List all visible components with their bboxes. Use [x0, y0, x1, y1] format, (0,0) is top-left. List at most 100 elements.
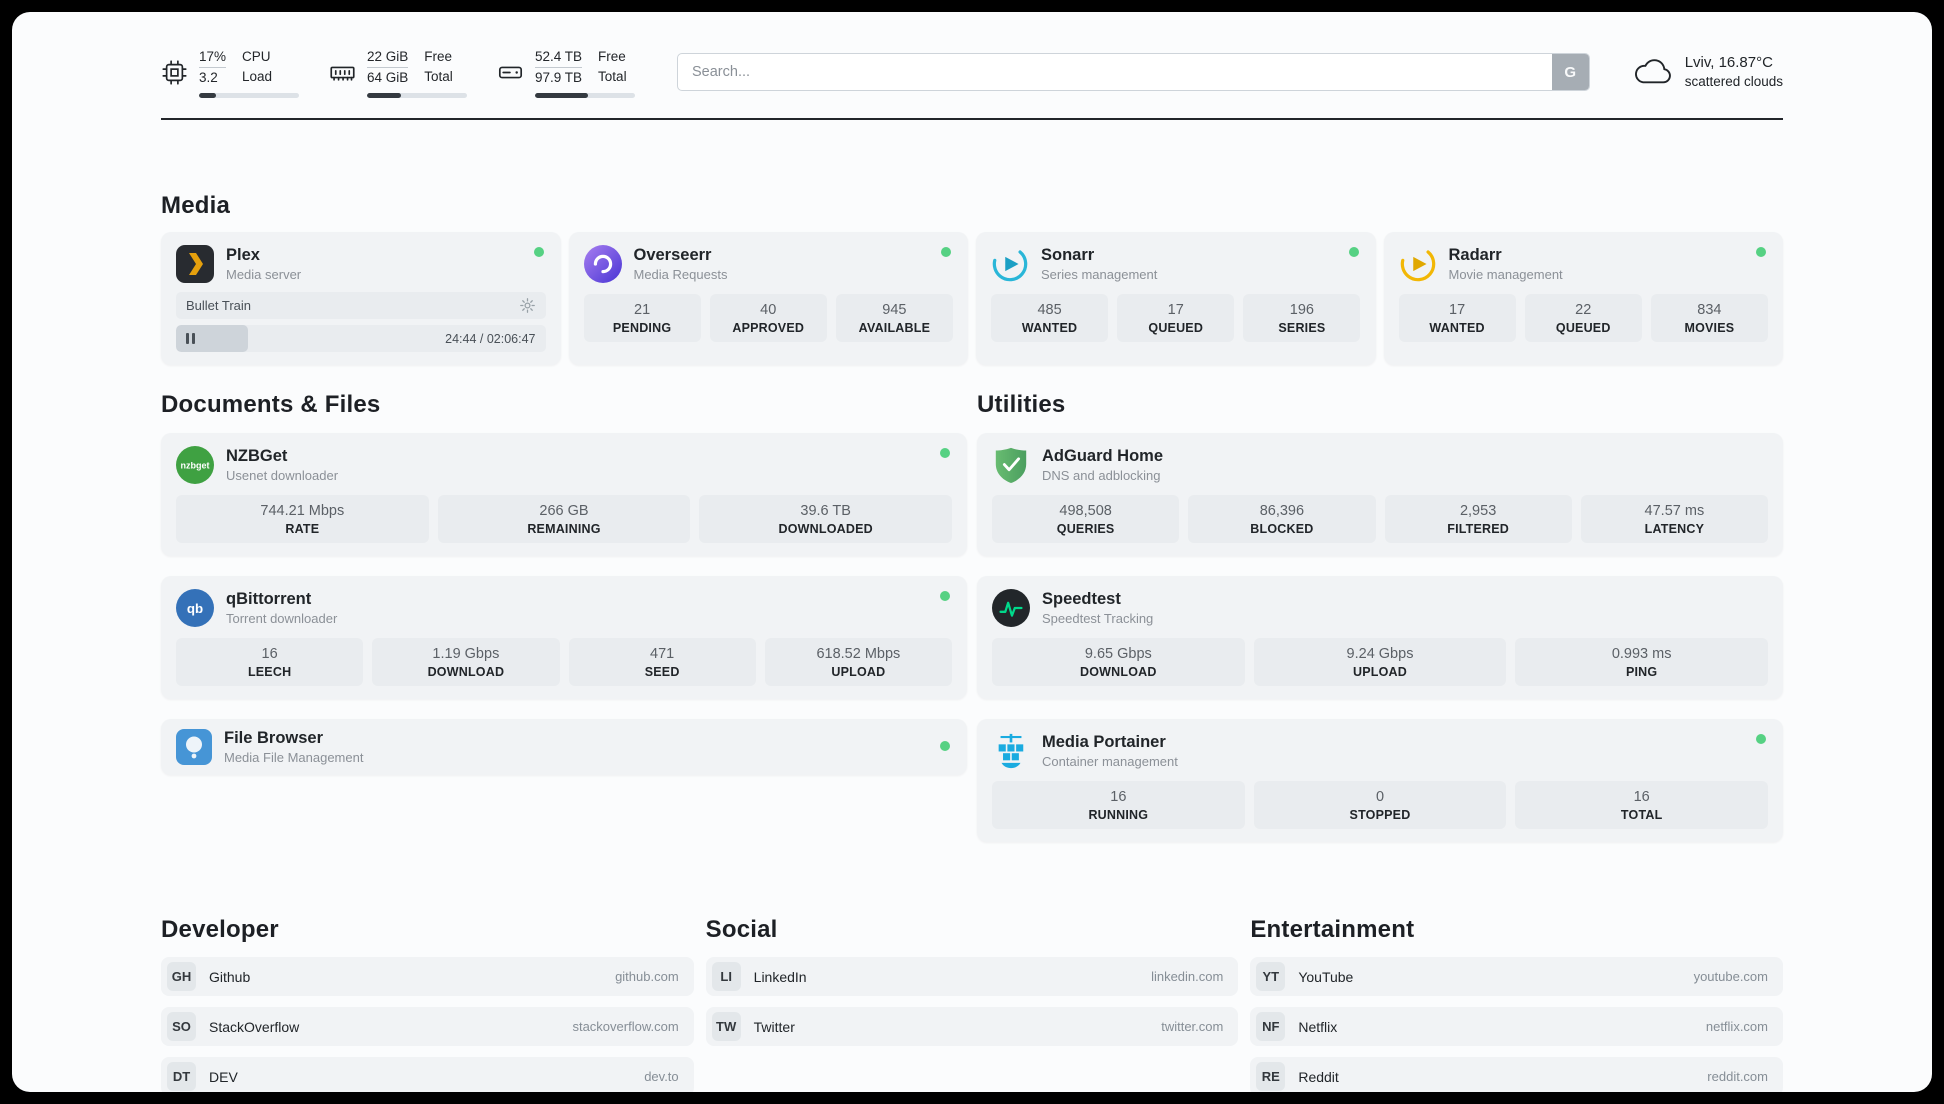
stat-value: 266 GB: [539, 503, 589, 520]
filebrowser-card[interactable]: File Browser Media File Management: [161, 719, 967, 776]
stat-value: 17: [1167, 302, 1184, 319]
developer-section-title: Developer: [161, 916, 279, 944]
bookmark-name: Reddit: [1298, 1068, 1339, 1085]
qbittorrent-card[interactable]: qb qBittorrent Torrent downloader 16: [161, 576, 967, 700]
speedtest-card[interactable]: Speedtest Speedtest Tracking 9.65 Gbps D…: [977, 576, 1783, 700]
bookmark-dev[interactable]: DT DEV dev.to: [161, 1057, 694, 1092]
app-name: Plex: [226, 246, 260, 265]
now-playing-title: Bullet Train: [186, 298, 252, 314]
cpu-label: CPU: [242, 48, 271, 64]
bookmark-youtube[interactable]: YT YouTube youtube.com: [1250, 957, 1783, 997]
cpu-chip-icon: [162, 59, 187, 85]
svg-text:nzbget: nzbget: [180, 460, 209, 470]
plex-card[interactable]: Plex Media server Bullet Train: [161, 232, 561, 366]
bookmark-linkedin[interactable]: LI LinkedIn linkedin.com: [705, 957, 1239, 997]
app-name: Media Portainer: [1042, 733, 1166, 752]
stat-tile: 47.57 ms LATENCY: [1580, 495, 1768, 544]
filebrowser-icon: [176, 729, 212, 766]
nzbget-card[interactable]: nzbget NZBGet Usenet downloader 744.21 M…: [161, 433, 967, 557]
app-subtitle: Media server: [226, 267, 302, 283]
app-subtitle: Speedtest Tracking: [1042, 611, 1154, 627]
entertainment-section: Entertainment YT YouTube youtube.com NF …: [1250, 916, 1783, 1092]
stat-tile: 196 SERIES: [1243, 294, 1361, 343]
bookmark-abbr: GH: [167, 962, 196, 992]
header-divider: [161, 118, 1783, 121]
app-name: Radarr: [1448, 246, 1502, 265]
stat-value: 16: [261, 646, 278, 663]
app-subtitle: Media File Management: [224, 750, 364, 766]
disk-total-label: Total: [598, 69, 627, 85]
stat-tile: 834 MOVIES: [1650, 294, 1768, 343]
sonarr-card[interactable]: Sonarr Series management 485 WANTED 17 Q…: [976, 232, 1376, 366]
stat-label: LEECH: [247, 665, 292, 680]
app-name: qBittorrent: [226, 590, 312, 609]
search-input[interactable]: [677, 53, 1590, 92]
status-dot: [1348, 247, 1359, 258]
svg-text:qb: qb: [187, 601, 203, 616]
documents-section-title: Documents & Files: [161, 391, 381, 419]
disk-free-value: 52.4 TB: [535, 46, 583, 68]
overseerr-card[interactable]: Overseerr Media Requests 21 PENDING 40 A…: [568, 232, 968, 366]
stat-tile: 40 APPROVED: [709, 294, 827, 343]
bookmark-url: twitter.com: [1161, 1019, 1224, 1035]
hard-drive-icon: [498, 66, 523, 78]
stat-label: QUERIES: [1056, 522, 1115, 537]
nzbget-icon: nzbget: [176, 446, 214, 485]
stat-tile: 485 WANTED: [991, 294, 1109, 343]
weather-widget: Lviv, 16.87°C scattered clouds: [1632, 53, 1783, 91]
bookmark-url: netflix.com: [1705, 1019, 1768, 1035]
bookmark-github[interactable]: GH Github github.com: [161, 957, 694, 997]
bookmark-name: StackOverflow: [209, 1018, 300, 1035]
bookmark-stackoverflow[interactable]: SO StackOverflow stackoverflow.com: [161, 1007, 694, 1047]
qbittorrent-icon: qb: [176, 589, 214, 628]
stat-value: 0.993 ms: [1611, 646, 1672, 663]
app-subtitle: Usenet downloader: [226, 468, 339, 484]
app-subtitle: Torrent downloader: [226, 611, 338, 627]
bookmark-url: dev.to: [644, 1069, 679, 1085]
stat-value: 16: [1110, 789, 1127, 806]
ram-total-value: 64 GiB: [367, 70, 409, 86]
status-dot: [941, 247, 951, 258]
search-box: G: [677, 53, 1590, 92]
stat-tile: 498,508 QUERIES: [992, 495, 1180, 544]
bookmark-twitter[interactable]: TW Twitter twitter.com: [705, 1007, 1239, 1047]
app-name: Speedtest: [1042, 590, 1121, 609]
bookmark-abbr: LI: [711, 962, 741, 992]
disk-usage-widget: 52.4 TB 97.9 TB Free Total: [497, 46, 635, 99]
stat-label: WANTED: [1021, 321, 1078, 336]
adguard-card[interactable]: AdGuard Home DNS and adblocking 498,508 …: [977, 433, 1783, 557]
disk-total-value: 97.9 TB: [535, 70, 583, 86]
stat-tile: 9.24 Gbps UPLOAD: [1253, 638, 1507, 687]
adguard-icon: [992, 446, 1030, 484]
stat-tile: 1.19 Gbps DOWNLOAD: [372, 638, 560, 687]
stat-label: UPLOAD: [831, 665, 886, 680]
stat-label: FILTERED: [1447, 522, 1510, 537]
dashboard-page: 17% 3.2 CPU Load: [12, 12, 1932, 1092]
weather-location: Lviv, 16.87°C: [1684, 53, 1773, 71]
stat-value: 0: [1375, 789, 1385, 806]
bookmark-netflix[interactable]: NF Netflix netflix.com: [1250, 1007, 1783, 1047]
status-dot: [940, 448, 950, 459]
stat-label: PENDING: [612, 321, 672, 336]
portainer-card[interactable]: Media Portainer Container management 16 …: [977, 719, 1783, 843]
stat-tile: 21 PENDING: [583, 294, 701, 343]
stat-label: QUEUED: [1148, 321, 1204, 336]
stat-value: 485: [1037, 302, 1062, 319]
stat-value: 498,508: [1059, 503, 1112, 520]
radarr-card[interactable]: Radarr Movie management 17 WANTED 22 QUE…: [1383, 232, 1783, 366]
bookmark-name: LinkedIn: [753, 968, 807, 985]
stat-label: PING: [1625, 665, 1658, 680]
bookmark-reddit[interactable]: RE Reddit reddit.com: [1250, 1057, 1783, 1092]
cpu-usage-bar: [199, 93, 299, 99]
stat-tile: 9.65 Gbps DOWNLOAD: [992, 638, 1245, 687]
stat-tile: 16 RUNNING: [992, 781, 1245, 830]
bookmark-name: Github: [209, 968, 251, 985]
stat-tile: 0 STOPPED: [1253, 781, 1507, 830]
sonarr-icon: [991, 245, 1029, 283]
playback-progress-bar: 24:44 / 02:06:47: [176, 325, 546, 353]
app-name: Sonarr: [1041, 246, 1095, 265]
stat-value: 834: [1697, 302, 1722, 319]
gear-icon[interactable]: [519, 297, 536, 314]
pause-icon[interactable]: [186, 333, 195, 345]
search-engine-button[interactable]: G: [1551, 54, 1589, 91]
